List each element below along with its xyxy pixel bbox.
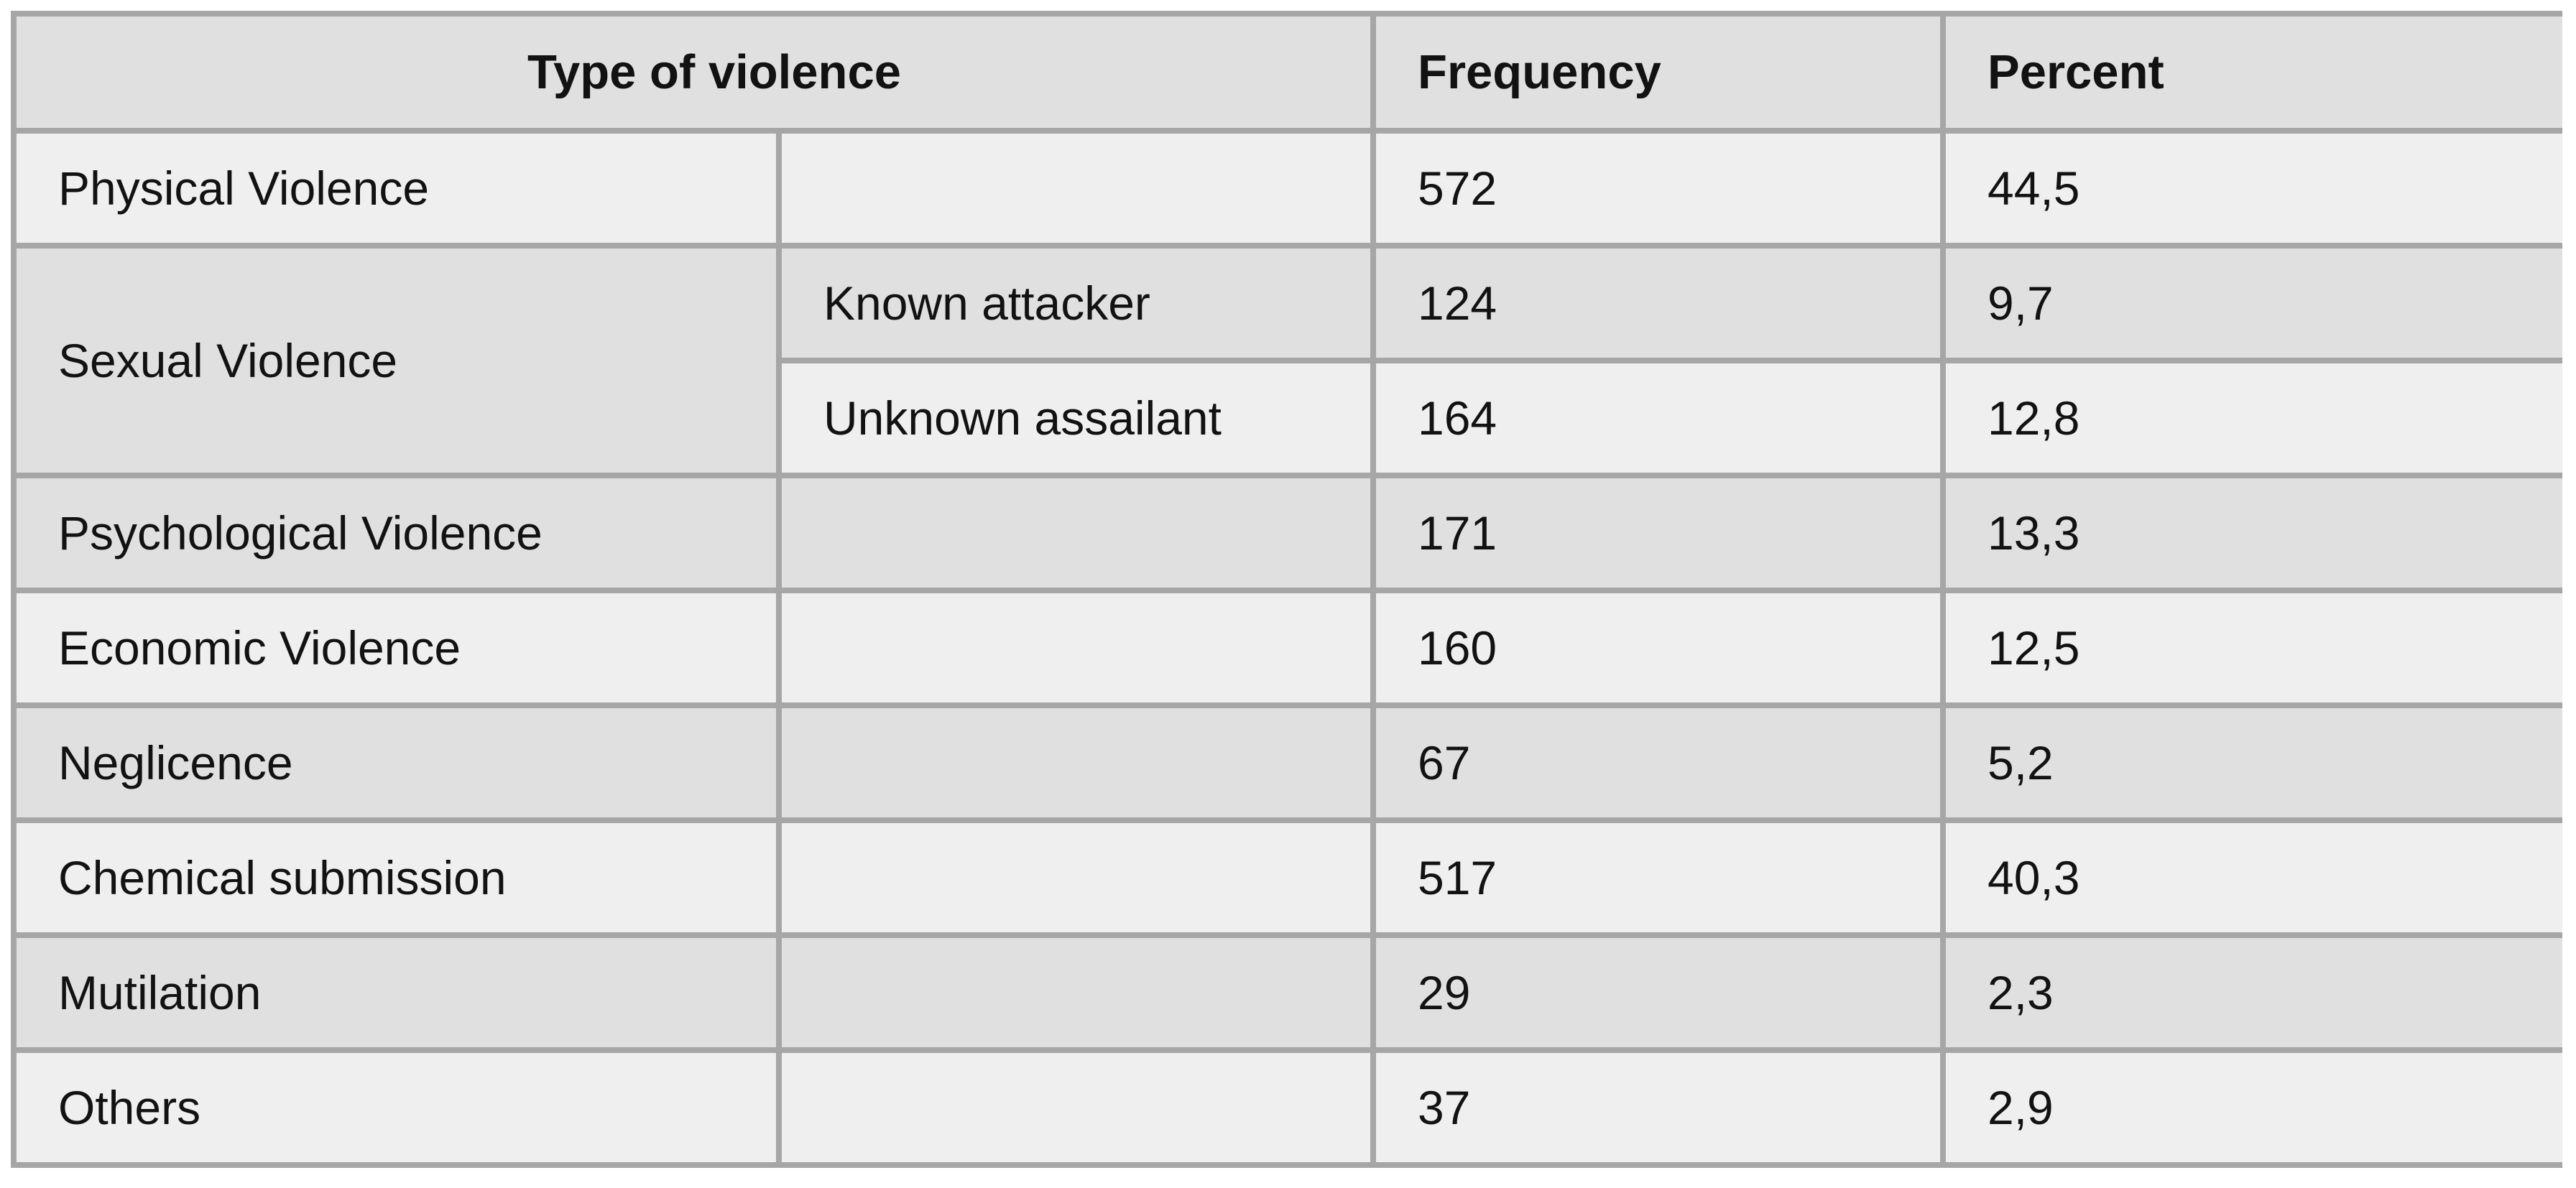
- table-row: Sexual Violence Known attacker 124 9,7: [11, 243, 2563, 478]
- cell-percent: 5,2: [1940, 702, 2563, 823]
- cell-subtype-empty: [775, 128, 1377, 249]
- table-row: Neglicence 67 5,2: [11, 702, 2563, 823]
- cell-frequency: 124: [1370, 243, 1947, 363]
- cell-frequency: 67: [1370, 702, 1947, 823]
- header-frequency: Frequency: [1370, 11, 1947, 134]
- table-row: Psychological Violence 171 13,3: [11, 473, 2563, 593]
- cell-percent: 2,9: [1940, 1047, 2563, 1168]
- cell-subtype-empty: [775, 1047, 1377, 1168]
- cell-subtype: Unknown assailant: [775, 358, 1377, 478]
- cell-percent: 13,3: [1940, 473, 2563, 593]
- cell-frequency: 160: [1370, 588, 1947, 708]
- table-row: Chemical submission 517 40,3: [11, 817, 2563, 938]
- table-row: Mutilation 29 2,3: [11, 932, 2563, 1053]
- table-row: Physical Violence 572 44,5: [11, 128, 2563, 249]
- cell-type: Psychological Violence: [11, 473, 782, 593]
- cell-percent: 9,7: [1940, 243, 2563, 363]
- cell-type-label: Sexual Violence: [58, 334, 398, 387]
- table-row: Economic Violence 160 12,5: [11, 588, 2563, 708]
- header-type-of-violence: Type of violence: [10, 11, 1377, 134]
- cell-type: Mutilation: [11, 932, 782, 1053]
- cell-frequency: 37: [1370, 1047, 1947, 1168]
- cell-type: Others: [11, 1047, 782, 1168]
- cell-type: Physical Violence: [11, 128, 782, 249]
- cell-frequency: 171: [1370, 473, 1947, 593]
- cell-subtype-empty: [775, 817, 1377, 938]
- violence-frequency-table: Type of violence Frequency Percent Physi…: [10, 11, 2563, 1168]
- cell-percent: 40,3: [1940, 817, 2563, 938]
- cell-subtype: Known attacker: [775, 243, 1377, 363]
- cell-subtype-empty: [775, 702, 1377, 823]
- cell-percent: 12,8: [1940, 358, 2563, 478]
- cell-frequency: 29: [1370, 932, 1947, 1053]
- cell-percent: 2,3: [1940, 932, 2563, 1053]
- table-row: Unknown assailant 164 12,8: [14, 358, 2563, 478]
- cell-subtype-empty: [775, 473, 1377, 593]
- cell-subtype-empty: [775, 932, 1377, 1053]
- cell-percent: 12,5: [1940, 588, 2563, 708]
- cell-percent: 44,5: [1940, 128, 2563, 249]
- cell-type-merged: Sexual Violence: [11, 243, 782, 478]
- cell-subtype-empty: [775, 588, 1377, 708]
- cell-frequency: 572: [1370, 128, 1947, 249]
- cell-frequency: 164: [1370, 358, 1947, 478]
- table-row: Others 37 2,9: [11, 1047, 2563, 1168]
- cell-type: Chemical submission: [11, 817, 782, 938]
- cell-type: Neglicence: [11, 702, 782, 823]
- cell-type: Economic Violence: [11, 588, 782, 708]
- header-percent: Percent: [1940, 11, 2563, 134]
- table-header-row: Type of violence Frequency Percent: [10, 11, 2563, 134]
- cell-frequency: 517: [1370, 817, 1947, 938]
